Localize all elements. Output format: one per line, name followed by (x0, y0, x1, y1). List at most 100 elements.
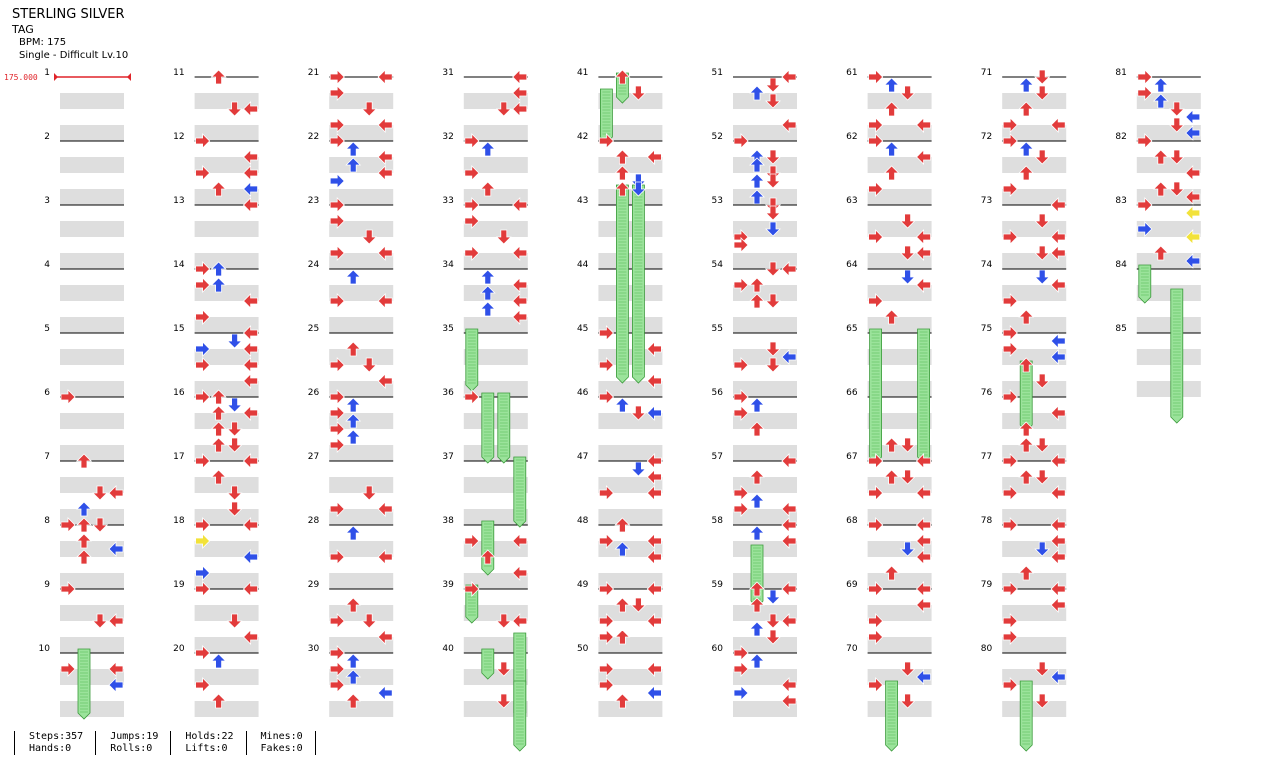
step-arrow (1002, 389, 1018, 405)
step-arrow (195, 389, 211, 405)
beat-band (733, 253, 797, 269)
beat-band (1136, 93, 1201, 109)
step-arrow (1002, 293, 1018, 309)
step-arrow (883, 101, 900, 117)
beat-band (1136, 285, 1201, 301)
beat-band (733, 637, 797, 653)
step-arrow (749, 157, 765, 173)
step-arrow (1185, 165, 1201, 181)
beat-band (598, 381, 663, 397)
beat-band (1002, 157, 1067, 173)
beat-band (329, 541, 394, 557)
step-arrow (1152, 181, 1169, 197)
beat-band (194, 541, 259, 557)
step-arrow (195, 261, 211, 277)
step-arrow (345, 429, 362, 445)
step-arrow (1034, 437, 1051, 453)
beat-band (60, 541, 124, 557)
beat-band (598, 477, 663, 493)
step-arrow (749, 397, 765, 413)
step-arrow (781, 117, 797, 133)
beat-band (463, 381, 528, 397)
hold-note (1170, 288, 1184, 424)
step-arrow (1050, 669, 1066, 685)
step-arrow (765, 613, 781, 629)
step-arrow (1050, 405, 1066, 421)
step-arrow (599, 357, 614, 373)
step-arrow (60, 661, 76, 677)
measure-number: 30 (308, 644, 320, 654)
beat-band (60, 349, 124, 365)
beat-band (60, 637, 124, 653)
step-arrow (226, 333, 243, 349)
beat-band (598, 669, 663, 685)
step-arrow (1002, 517, 1018, 533)
step-arrow (495, 661, 512, 677)
measure-number: 63 (846, 196, 857, 206)
step-arrow (883, 141, 900, 157)
step-arrow (1050, 549, 1066, 565)
step-arrow (1050, 349, 1066, 365)
step-arrow (226, 421, 243, 437)
step-arrow (1018, 165, 1035, 181)
step-arrow (765, 93, 781, 109)
beat-band (867, 253, 932, 269)
measure-number: 66 (846, 388, 858, 398)
beat-band (1136, 349, 1201, 365)
step-arrow (1034, 85, 1051, 101)
measure-number: 17 (173, 452, 184, 462)
step-arrow (76, 533, 92, 549)
measure-number: 52 (712, 132, 723, 142)
hold-note (917, 328, 930, 464)
step-arrow (1002, 117, 1018, 133)
beat-band (60, 285, 124, 301)
beat-band (598, 93, 663, 109)
measure-number: 24 (308, 260, 320, 270)
measure-number: 74 (981, 260, 993, 270)
beat-band (60, 573, 124, 589)
measure-number: 43 (577, 196, 588, 206)
step-arrow (210, 693, 227, 709)
step-arrow (512, 293, 528, 309)
beat-band (867, 509, 932, 525)
song-artist: TAG (12, 23, 34, 36)
beat-band (733, 349, 797, 365)
step-arrow (1018, 357, 1035, 373)
step-arrow (195, 565, 211, 581)
step-arrow (195, 581, 211, 597)
step-arrow (916, 669, 931, 685)
step-arrow (1002, 229, 1018, 245)
step-arrow (512, 565, 528, 581)
beat-band (329, 125, 394, 141)
beat-band (60, 317, 124, 333)
measure-number: 26 (308, 388, 320, 398)
step-arrow (243, 581, 259, 597)
step-arrow (899, 213, 916, 229)
beat-band (733, 93, 797, 109)
step-arrow (345, 141, 362, 157)
step-arrow (1018, 565, 1035, 581)
step-arrow (749, 421, 765, 437)
step-arrow (1034, 213, 1051, 229)
step-arrow (916, 277, 931, 293)
step-arrow (243, 325, 259, 341)
beat-band (194, 637, 259, 653)
beat-band (463, 573, 528, 589)
step-arrow (765, 165, 781, 181)
step-arrow (243, 357, 259, 373)
step-arrow (1034, 541, 1051, 557)
beat-band (867, 541, 932, 557)
step-arrow (1018, 437, 1035, 453)
beat-band (463, 349, 528, 365)
step-arrow (495, 101, 512, 117)
beat-band (463, 445, 528, 461)
beat-band (733, 125, 797, 141)
hold-note (481, 520, 495, 576)
beat-band (329, 509, 394, 525)
step-arrow (108, 661, 124, 677)
step-arrow (1050, 597, 1066, 613)
step-arrow (1185, 189, 1201, 205)
step-arrow (1050, 333, 1066, 349)
step-arrow (512, 533, 528, 549)
step-arrow (377, 685, 393, 701)
